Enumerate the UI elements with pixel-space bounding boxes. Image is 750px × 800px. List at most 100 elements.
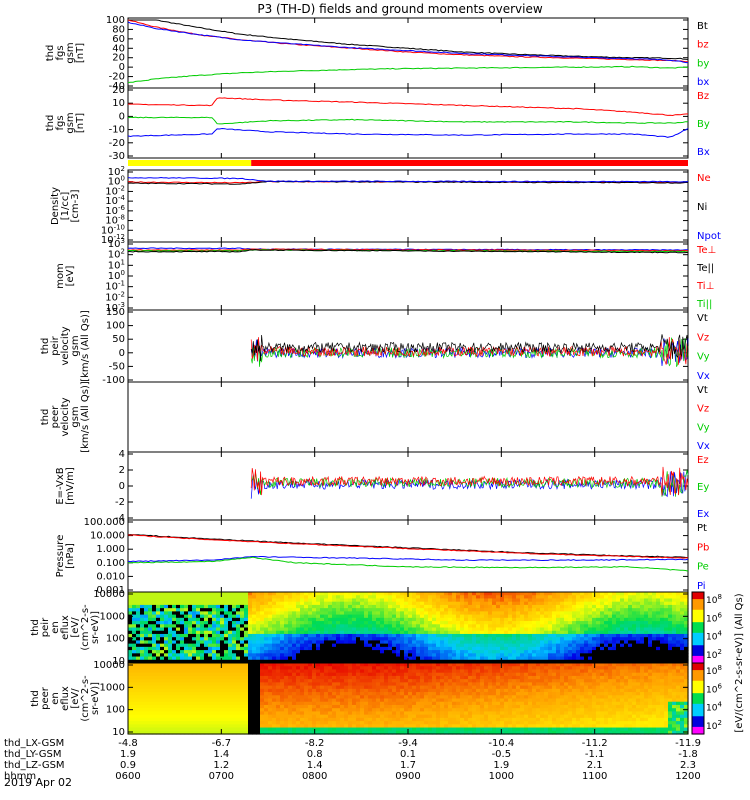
- heat-cell: [352, 640, 357, 645]
- heat-cell: [276, 653, 281, 658]
- heat-cell: [336, 695, 341, 700]
- heat-cell: [208, 624, 213, 629]
- heat-cell: [404, 640, 409, 645]
- heat-cell: [652, 630, 657, 635]
- heat-cell: [260, 698, 265, 703]
- heat-cell: [132, 633, 137, 638]
- heat-cell: [236, 675, 241, 680]
- heat-cell: [188, 704, 193, 709]
- heat-cell: [412, 659, 417, 664]
- heat-cell: [148, 692, 153, 696]
- heat-cell: [192, 608, 197, 612]
- heat-cell: [228, 682, 233, 687]
- heat-cell: [412, 633, 417, 638]
- heat-cell: [420, 601, 425, 606]
- heat-cell: [420, 592, 425, 596]
- heat-cell: [500, 643, 505, 648]
- heat-cell: [140, 608, 145, 612]
- heat-cell: [372, 608, 377, 612]
- heat-cell: [540, 614, 545, 619]
- heat-cell: [212, 701, 217, 706]
- heat-cell: [360, 624, 365, 629]
- heat-cell: [536, 621, 541, 625]
- heat-cell: [336, 617, 341, 622]
- heat-cell: [248, 669, 253, 674]
- heat-cell: [256, 698, 261, 703]
- heat-cell: [188, 663, 193, 667]
- heat-cell: [448, 611, 453, 616]
- heat-cell: [348, 724, 353, 729]
- y-axis-label: thdfgsgsm[nT]: [45, 112, 86, 133]
- heat-cell: [176, 633, 181, 638]
- y-axis-label: thdfgsgsm[nT]: [45, 42, 86, 63]
- heat-cell: [168, 730, 173, 735]
- heat-cell: [200, 730, 205, 735]
- heat-cell: [640, 604, 645, 609]
- heat-cell: [216, 711, 221, 716]
- heat-cell: [176, 685, 181, 690]
- heat-cell: [164, 711, 169, 716]
- heat-cell: [512, 598, 517, 603]
- heat-cell: [176, 646, 181, 651]
- heat-cell: [268, 656, 273, 661]
- heat-cell: [416, 633, 421, 638]
- heat-cell: [384, 650, 389, 654]
- heat-cell: [460, 604, 465, 609]
- heat-cell: [268, 598, 273, 603]
- heat-cell: [448, 627, 453, 632]
- heat-cell: [632, 601, 637, 606]
- heat-cell: [244, 669, 249, 674]
- heat-cell: [364, 727, 369, 732]
- heat-cell: [224, 663, 229, 667]
- heat-cell: [236, 692, 241, 696]
- heat-cell: [488, 659, 493, 664]
- heat-cell: [384, 621, 389, 625]
- heat-cell: [340, 646, 345, 651]
- heat-cell: [364, 659, 369, 664]
- heat-cell: [212, 717, 217, 722]
- heat-cell: [256, 633, 261, 638]
- heat-cell: [664, 637, 669, 642]
- heat-cell: [132, 698, 137, 703]
- heat-cell: [128, 653, 133, 658]
- heat-cell: [152, 614, 157, 619]
- heat-cell: [488, 650, 493, 654]
- heat-cell: [320, 630, 325, 635]
- heat-cell: [516, 601, 521, 606]
- heat-cell: [572, 653, 577, 658]
- heat-cell: [356, 598, 361, 603]
- heat-cell: [212, 724, 217, 729]
- heat-cell: [148, 646, 153, 651]
- heat-cell: [276, 614, 281, 619]
- heat-cell: [620, 611, 625, 616]
- heat-cell: [360, 659, 365, 664]
- heat-cell: [244, 614, 249, 619]
- heat-cell: [436, 624, 441, 629]
- heat-cell: [388, 659, 393, 664]
- heat-cell: [480, 608, 485, 612]
- heat-cell: [360, 653, 365, 658]
- heat-cell: [468, 650, 473, 654]
- heat-cell: [532, 659, 537, 664]
- heat-cell: [448, 598, 453, 603]
- heat-cell: [540, 656, 545, 661]
- heat-cell: [360, 627, 365, 632]
- heat-cell: [684, 621, 689, 625]
- heat-cell: [672, 640, 677, 645]
- heat-cell: [484, 617, 489, 622]
- heat-cell: [428, 630, 433, 635]
- heat-cell: [216, 646, 221, 651]
- heat-cell: [612, 653, 617, 658]
- heat-cell: [232, 688, 237, 693]
- heat-cell: [136, 730, 141, 735]
- heat-cell: [676, 604, 681, 609]
- heat-cell: [384, 608, 389, 612]
- heat-cell: [644, 646, 649, 651]
- heat-cell: [340, 621, 345, 625]
- heat-cell: [388, 711, 393, 716]
- heat-cell: [164, 685, 169, 690]
- heat-cell: [292, 688, 297, 693]
- heat-cell: [352, 672, 357, 677]
- heat-cell: [460, 650, 465, 654]
- heat-cell: [656, 656, 661, 661]
